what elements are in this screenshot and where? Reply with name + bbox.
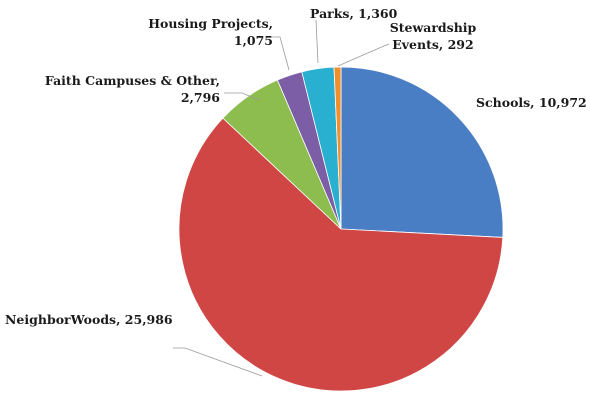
data-label-faith-campuses-and-other: Faith Campuses & Other, 2,796	[45, 73, 220, 105]
pie-slice-neighborwoods	[178, 117, 504, 392]
leader-line-housing-projects	[270, 36, 290, 71]
leader-line-stewardship-events	[337, 43, 390, 67]
leader-line-parks	[315, 19, 319, 64]
data-label-housing-projects: Housing Projects, 1,075	[148, 16, 273, 48]
pie-slice-stewardship-events	[333, 66, 342, 230]
data-label-line: 2,796	[181, 90, 220, 105]
data-label-line: NeighborWoods, 25,986	[5, 312, 173, 327]
data-label-schools: Schools, 10,972	[476, 95, 587, 110]
pie-slice-schools	[340, 66, 504, 238]
data-label-line: Housing Projects,	[148, 16, 273, 31]
pie-labels: Schools, 10,972 NeighborWoods, 25,986 Fait…	[5, 6, 587, 377]
leader-line-faith-campuses-and-other	[224, 92, 260, 101]
data-label-line: Stewardship	[390, 20, 477, 35]
data-label-neighborwoods: NeighborWoods, 25,986	[5, 312, 173, 327]
leader-line-neighborwoods	[173, 347, 263, 377]
pie-slices	[178, 66, 504, 392]
data-label-line: 1,075	[234, 33, 273, 48]
data-label-parks: Parks, 1,360	[310, 6, 398, 21]
data-label-stewardship-events: Stewardship Events, 292	[390, 20, 477, 52]
data-label-line: Parks, 1,360	[310, 6, 398, 21]
data-label-line: Faith Campuses & Other,	[45, 73, 220, 88]
data-label-line: Schools, 10,972	[476, 95, 587, 110]
data-label-line: Events, 292	[392, 37, 473, 52]
